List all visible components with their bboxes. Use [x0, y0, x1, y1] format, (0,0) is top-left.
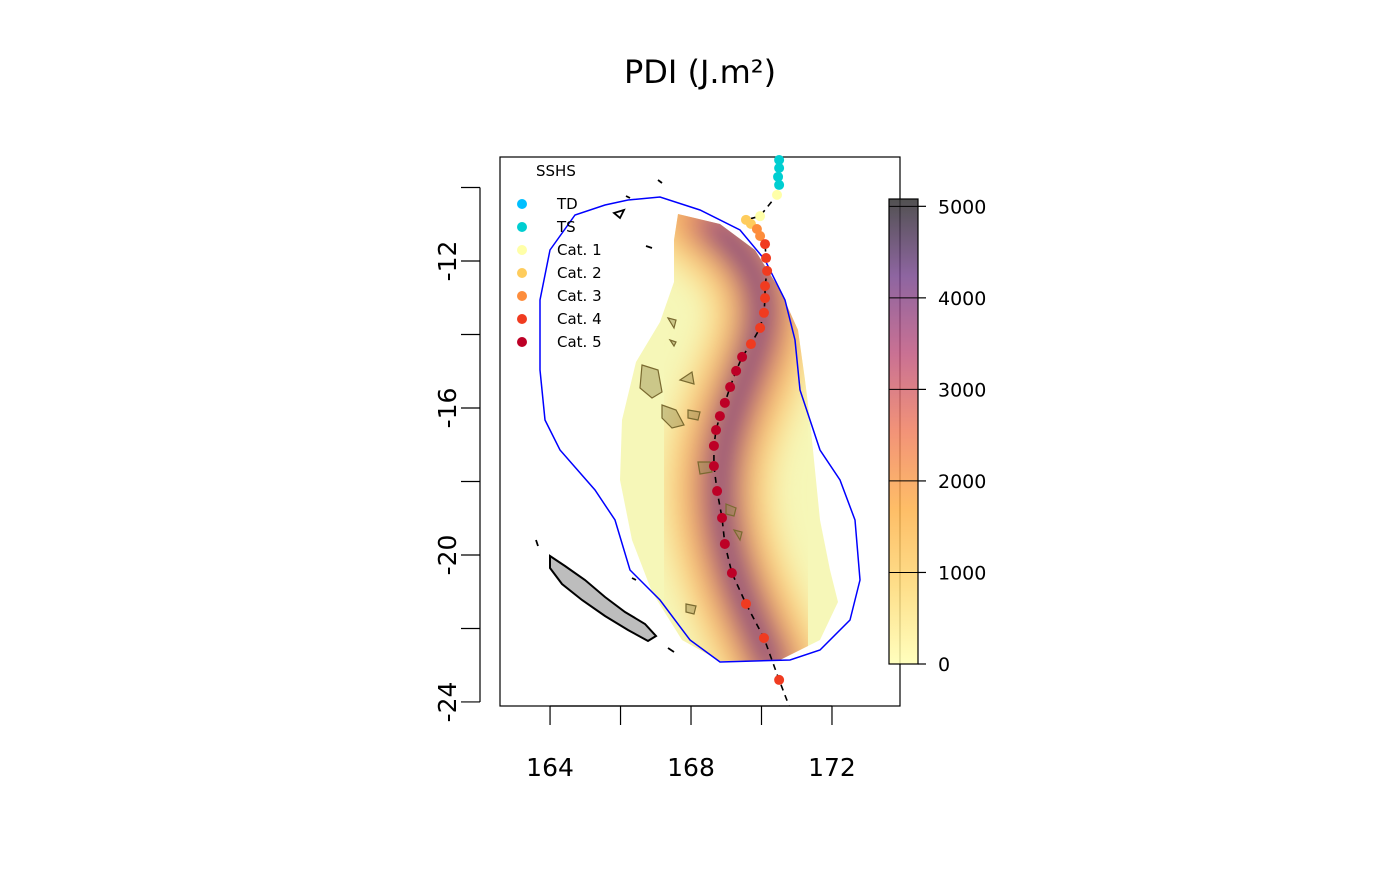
- legend-label: Cat. 4: [557, 310, 602, 328]
- buffer-outline: [539, 196, 861, 663]
- track-point: [758, 633, 769, 644]
- track-point: [774, 154, 785, 165]
- track-point: [762, 265, 773, 276]
- track-point: [760, 293, 771, 304]
- track-point: [719, 397, 730, 408]
- y-tick-label: -16: [433, 388, 462, 429]
- chart-title: PDI (J.m²): [624, 53, 776, 91]
- track-point: [772, 189, 783, 200]
- legend-label: TD: [556, 195, 578, 213]
- track-point: [719, 538, 730, 549]
- track-point: [726, 567, 737, 578]
- coastlines: [535, 179, 675, 653]
- legend-swatch: [517, 291, 527, 301]
- track-point: [755, 322, 766, 333]
- track-point: [760, 239, 771, 250]
- colorbar-label: 1000: [938, 562, 986, 584]
- islands: [639, 317, 743, 615]
- colorbar-label: 4000: [938, 288, 986, 310]
- legend-title: SSHS: [536, 162, 576, 180]
- legend-label: Cat. 2: [557, 264, 602, 282]
- y-tick-label: -24: [433, 682, 462, 723]
- legend-swatch: [517, 245, 527, 255]
- legend-swatch: [517, 222, 527, 232]
- legend-label: Cat. 5: [557, 333, 602, 351]
- track-point: [737, 351, 748, 362]
- colorbar-label: 2000: [938, 471, 986, 493]
- colorbar-label: 5000: [938, 196, 986, 218]
- track-point: [755, 211, 766, 222]
- y-tick-label: -20: [433, 535, 462, 576]
- track-point: [740, 598, 751, 609]
- track-point: [755, 231, 766, 242]
- track-point: [725, 382, 736, 393]
- track-point: [760, 280, 771, 291]
- legend-label: Cat. 1: [557, 241, 602, 259]
- y-tick-label: -12: [433, 241, 462, 282]
- track-point: [711, 425, 722, 436]
- x-tick-label: 168: [667, 753, 715, 782]
- track-point: [708, 440, 719, 451]
- colorbar-label: 0: [938, 654, 950, 676]
- colorbar: [888, 198, 919, 665]
- colorbar-label: 3000: [938, 379, 986, 401]
- legend-swatch: [517, 337, 527, 347]
- track-point: [774, 674, 785, 685]
- track-point: [758, 307, 769, 318]
- island: [549, 554, 658, 643]
- x-tick-label: 164: [526, 753, 574, 782]
- legend-swatch: [517, 268, 527, 278]
- legend-label: TS: [556, 218, 576, 236]
- track-point: [773, 171, 784, 182]
- track-line: [713, 159, 790, 707]
- track-point: [712, 486, 723, 497]
- track-point: [731, 365, 742, 376]
- legend-swatch: [517, 314, 527, 324]
- track-point: [745, 339, 756, 350]
- legend-swatch: [517, 199, 527, 209]
- track-point: [774, 179, 785, 190]
- x-tick-label: 172: [808, 753, 856, 782]
- track-point: [714, 411, 725, 422]
- track-point: [761, 253, 772, 264]
- track-point: [717, 512, 728, 523]
- pdi-field: [620, 214, 838, 661]
- track-point: [774, 163, 785, 174]
- legend-label: Cat. 3: [557, 287, 602, 305]
- track-point: [708, 461, 719, 472]
